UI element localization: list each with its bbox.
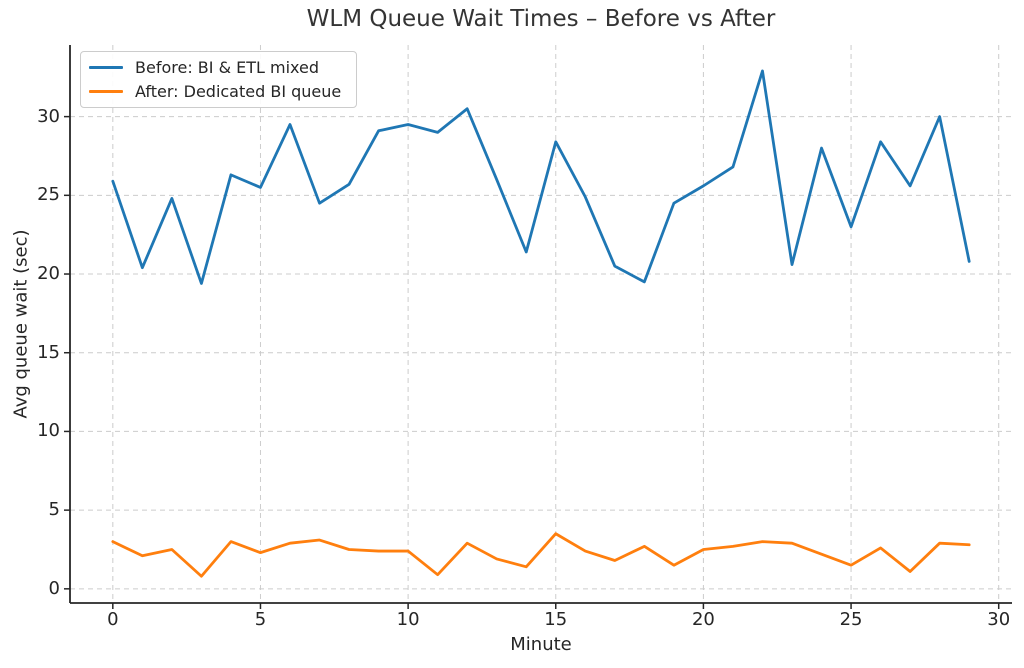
legend-label-after: After: Dedicated BI queue: [135, 81, 342, 101]
y-tick-label: 25: [37, 184, 60, 206]
legend-line-before-icon: [89, 66, 123, 70]
x-tick-label: 0: [107, 609, 119, 630]
legend-label-before: Before: BI & ETL mixed: [135, 58, 320, 78]
legend: Before: BI & ETL mixed After: Dedicated …: [80, 51, 357, 108]
x-tick-label: 25: [839, 609, 863, 630]
y-tick-label: 30: [37, 105, 60, 127]
y-tick-label: 10: [37, 420, 60, 442]
y-axis-label: Avg queue wait (sec): [10, 229, 32, 419]
series-line-after: [111, 532, 971, 578]
legend-item-before: Before: BI & ETL mixed: [89, 58, 348, 77]
x-axis-label: Minute: [510, 634, 572, 655]
legend-item-after: After: Dedicated BI queue: [89, 82, 348, 101]
series-line-before: [111, 69, 971, 285]
y-tick-label: 20: [37, 263, 60, 285]
x-tick-label: 30: [987, 609, 1011, 630]
x-tick-label: 5: [254, 609, 267, 630]
x-tick-label: 10: [396, 609, 420, 630]
x-tick-label: 20: [691, 609, 715, 630]
y-tick-label: 15: [37, 341, 60, 363]
y-tick-label: 5: [48, 499, 60, 521]
y-tick-label: 0: [48, 577, 60, 599]
legend-line-after-icon: [89, 89, 123, 93]
x-tick-label: 15: [544, 609, 568, 630]
chart-title: WLM Queue Wait Times – Before vs After: [306, 6, 776, 32]
